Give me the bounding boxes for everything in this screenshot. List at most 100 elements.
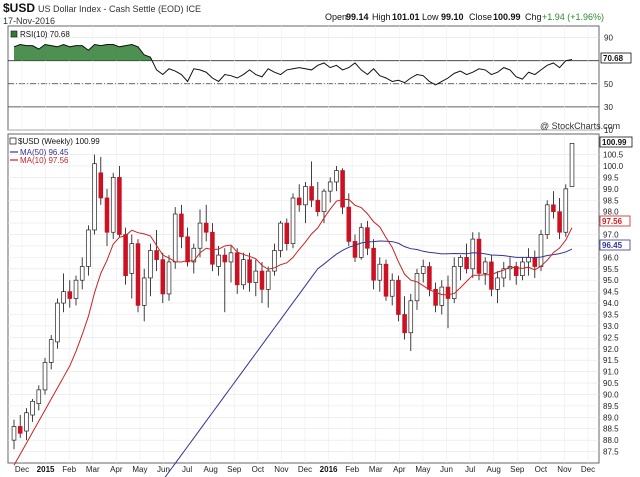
candle-body-up — [92, 163, 97, 231]
candlesticks — [11, 143, 575, 450]
candle — [365, 220, 370, 256]
candle — [42, 357, 48, 395]
candle — [216, 245, 221, 276]
candle-body-up — [141, 277, 147, 306]
rsi-overbought-fill — [14, 44, 572, 61]
candle-body-down — [383, 263, 389, 297]
candle — [315, 181, 321, 217]
candle-body-up — [73, 279, 79, 299]
month-label: May — [132, 465, 147, 474]
candle — [501, 261, 507, 288]
month-label: May — [415, 465, 430, 474]
candle-body-up — [544, 204, 550, 235]
candle — [569, 143, 575, 187]
candle-body-up — [458, 257, 463, 267]
rsi-legend-label: RSI(10) 70.68 — [20, 30, 70, 39]
price-tick-label: 98.5 — [603, 196, 619, 205]
candle-body-up — [321, 190, 327, 213]
candle — [17, 415, 23, 438]
ma50-legend-label: MA(50) 96.45 — [20, 148, 69, 157]
low-value: 99.10 — [441, 12, 464, 22]
ma10-line — [13, 198, 573, 466]
month-label: Dec — [298, 465, 312, 474]
candle — [383, 259, 389, 301]
month-label: Nov — [274, 465, 288, 474]
candle-body-up — [563, 188, 569, 233]
candle — [191, 243, 197, 274]
candle-body-up — [24, 412, 29, 432]
candle — [160, 252, 166, 304]
candle-body-up — [303, 186, 308, 206]
month-label: Mar — [86, 465, 100, 474]
ma50-series — [164, 240, 573, 477]
candle-body-up — [272, 250, 277, 272]
candle-body-up — [241, 259, 246, 286]
candle-body-down — [203, 222, 209, 233]
candle-body-up — [334, 170, 339, 183]
candle-body-up — [86, 229, 91, 267]
rsi-tick-label: 30 — [604, 103, 613, 112]
price-tick-label: 92.5 — [603, 333, 619, 342]
price-current-tags: 100.99 97.56 96.45 — [599, 136, 633, 251]
rsi-overbought-area — [14, 44, 572, 61]
candle — [278, 220, 283, 258]
candle — [489, 255, 494, 297]
candle-body-down — [67, 291, 73, 299]
month-label: Feb — [62, 465, 76, 474]
month-label: Feb — [345, 465, 359, 474]
candle — [55, 298, 60, 349]
candle — [135, 239, 141, 313]
candle — [389, 273, 395, 306]
candle-body-up — [501, 268, 507, 279]
candle-body-up — [55, 302, 60, 343]
candle — [290, 193, 296, 249]
candle — [371, 239, 376, 290]
candle — [92, 154, 97, 235]
candle-body-up — [79, 266, 85, 281]
candle-body-down — [315, 199, 321, 213]
candle — [284, 218, 290, 251]
candle — [420, 259, 426, 283]
candle — [86, 225, 91, 276]
candle — [73, 275, 79, 306]
candle — [414, 268, 420, 310]
month-label: Sep — [227, 465, 242, 474]
candle-body-up — [148, 250, 153, 279]
price-tick-label: 94.0 — [603, 299, 619, 308]
candle — [358, 223, 364, 260]
rsi-tag-value: 70.68 — [603, 54, 624, 63]
month-label: Apr — [393, 465, 406, 474]
month-label: Nov — [557, 465, 571, 474]
candle-body-up — [538, 234, 544, 267]
candle-body-up — [191, 247, 197, 263]
candle-body-down — [433, 289, 438, 306]
month-label: Jun — [157, 465, 170, 474]
close-tag-value: 100.99 — [602, 138, 627, 147]
candle-body-down — [352, 241, 358, 258]
open-value: 99.14 — [346, 12, 369, 22]
candle-body-down — [284, 222, 290, 245]
candle — [495, 271, 500, 304]
candle-body-up — [327, 181, 333, 192]
ma10-series — [13, 198, 573, 466]
price-tick-label: 99.0 — [603, 185, 619, 194]
candle-body-up — [495, 277, 500, 290]
high-value: 101.01 — [392, 12, 420, 22]
candle-body-down — [117, 177, 122, 235]
price-tick-label: 94.5 — [603, 288, 619, 297]
candle-body-down — [557, 211, 562, 233]
candle-body-down — [98, 172, 104, 199]
ma10-legend-label: MA(10) 97.56 — [20, 156, 69, 165]
candle — [110, 172, 116, 240]
candle-body-down — [551, 204, 556, 213]
candle — [408, 293, 414, 352]
candle — [445, 275, 451, 329]
rsi-tick-label: 90 — [604, 34, 613, 43]
price-tick-label: 91.5 — [603, 356, 619, 365]
instrument-name: US Dollar Index - Cash Settle (EOD) ICE — [38, 4, 201, 14]
candle — [24, 408, 29, 441]
month-label: Aug — [204, 465, 218, 474]
candle-body-up — [36, 389, 42, 404]
year-label: 2016 — [320, 465, 338, 474]
price-axis-ticks: 87.5 88.0 88.5 89.0 89.5 90.0 90.5 91.0 91.5 92.0… — [603, 151, 624, 457]
